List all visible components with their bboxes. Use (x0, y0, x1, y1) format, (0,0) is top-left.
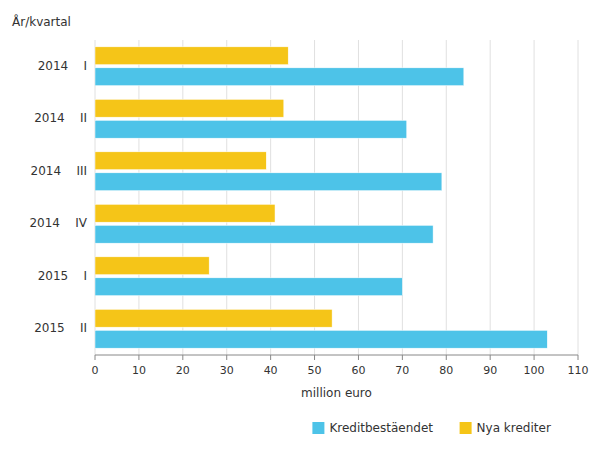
grid-line (402, 40, 403, 355)
bar (95, 99, 284, 117)
x-tick-label: 90 (483, 364, 497, 377)
bar (95, 173, 442, 191)
x-tick-label: 0 (92, 364, 99, 377)
grid-line (95, 40, 96, 355)
x-tick-label: 30 (220, 364, 234, 377)
x-tick-label: 110 (568, 364, 589, 377)
x-tick (138, 355, 139, 360)
x-tick (182, 355, 183, 360)
chart-container: 01020304050607080901001102014 I2014 II20… (0, 0, 600, 450)
bar (95, 204, 275, 222)
legend-label: Kreditbestäendet (329, 421, 433, 435)
grid-line (446, 40, 447, 355)
grid-line (314, 40, 315, 355)
bar (95, 257, 209, 275)
x-tick (358, 355, 359, 360)
x-tick-label: 80 (439, 364, 453, 377)
grid-line (226, 40, 227, 355)
y-tick-label: 2015 I (38, 269, 87, 283)
grid-line (578, 40, 579, 355)
chart-svg: 01020304050607080901001102014 I2014 II20… (0, 0, 600, 450)
x-tick (578, 355, 579, 360)
legend-swatch (460, 422, 472, 434)
x-tick-label: 20 (176, 364, 190, 377)
x-tick (402, 355, 403, 360)
bar (95, 120, 407, 138)
grid-line (182, 40, 183, 355)
y-tick-label: 2014 III (31, 164, 87, 178)
y-tick-label: 2014 IV (29, 216, 87, 230)
grid-line (534, 40, 535, 355)
legend-swatch (312, 422, 324, 434)
x-tick-label: 40 (264, 364, 278, 377)
x-tick (270, 355, 271, 360)
bars (95, 47, 547, 348)
bar (95, 278, 402, 296)
grid-line (490, 40, 491, 355)
bar (95, 68, 464, 86)
bar (95, 152, 266, 170)
legend-label: Nya krediter (477, 421, 551, 435)
x-tick (490, 355, 491, 360)
bar (95, 330, 547, 348)
x-tick-label: 60 (351, 364, 365, 377)
x-axis-line (95, 355, 578, 356)
y-tick-labels: 2014 I 2014 II 2014 III 2014 IV 2015 I 2015 I… (29, 59, 87, 336)
x-tick (314, 355, 315, 360)
legend: Kreditbestäendet Nya krediter (312, 421, 550, 435)
page: {"chart_data": {"type": "bar", "orientat… (0, 0, 600, 450)
x-grid (95, 40, 578, 355)
grid-line (358, 40, 359, 355)
x-tick-label: 100 (524, 364, 545, 377)
grid-line (138, 40, 139, 355)
x-axis-label: million euro (301, 386, 372, 400)
x-tick-label: 50 (308, 364, 322, 377)
x-tick-label: 70 (395, 364, 409, 377)
bar (95, 47, 288, 65)
y-tick-label: 2015 II (34, 321, 87, 335)
x-ticks: 0 10 20 30 40 50 60 70 80 90 100 110 (92, 355, 589, 377)
x-tick (534, 355, 535, 360)
x-tick-label: 10 (132, 364, 146, 377)
y-tick-label: 2014 I (38, 59, 87, 73)
x-tick (446, 355, 447, 360)
y-tick-label: 2014 II (34, 111, 87, 125)
bar (95, 309, 332, 327)
x-tick (95, 355, 96, 360)
y-axis-label: År/kvartal (12, 14, 71, 29)
bar (95, 225, 433, 243)
grid-line (270, 40, 271, 355)
x-tick (226, 355, 227, 360)
